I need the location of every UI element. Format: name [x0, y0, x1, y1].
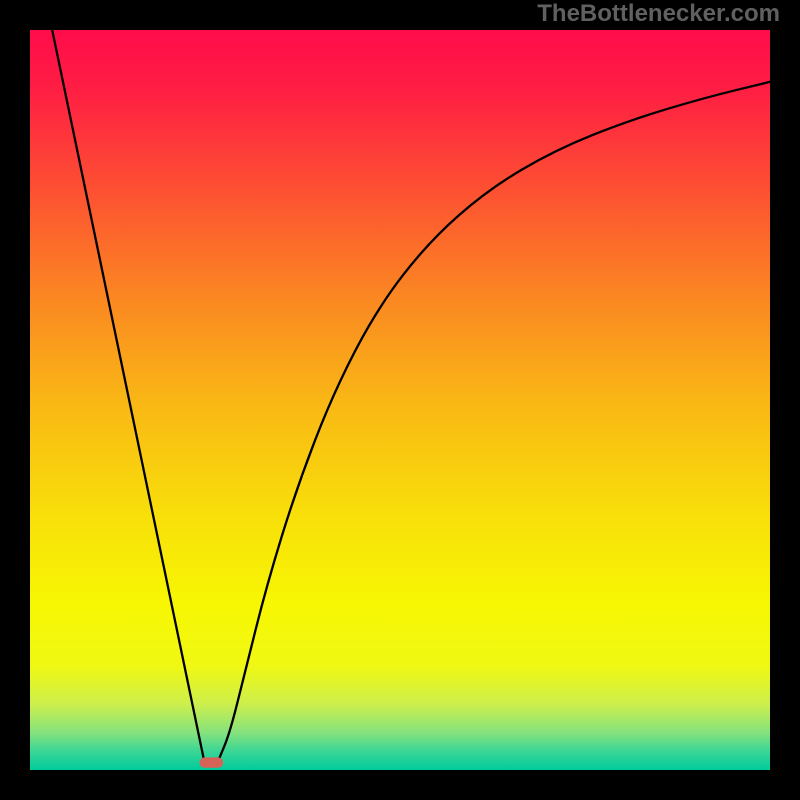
bottleneck-chart-svg — [0, 0, 800, 800]
watermark-text: TheBottlenecker.com — [537, 0, 780, 28]
plot-background — [30, 30, 770, 770]
chart-canvas: TheBottlenecker.com — [0, 0, 800, 800]
ideal-point-marker — [199, 757, 223, 767]
